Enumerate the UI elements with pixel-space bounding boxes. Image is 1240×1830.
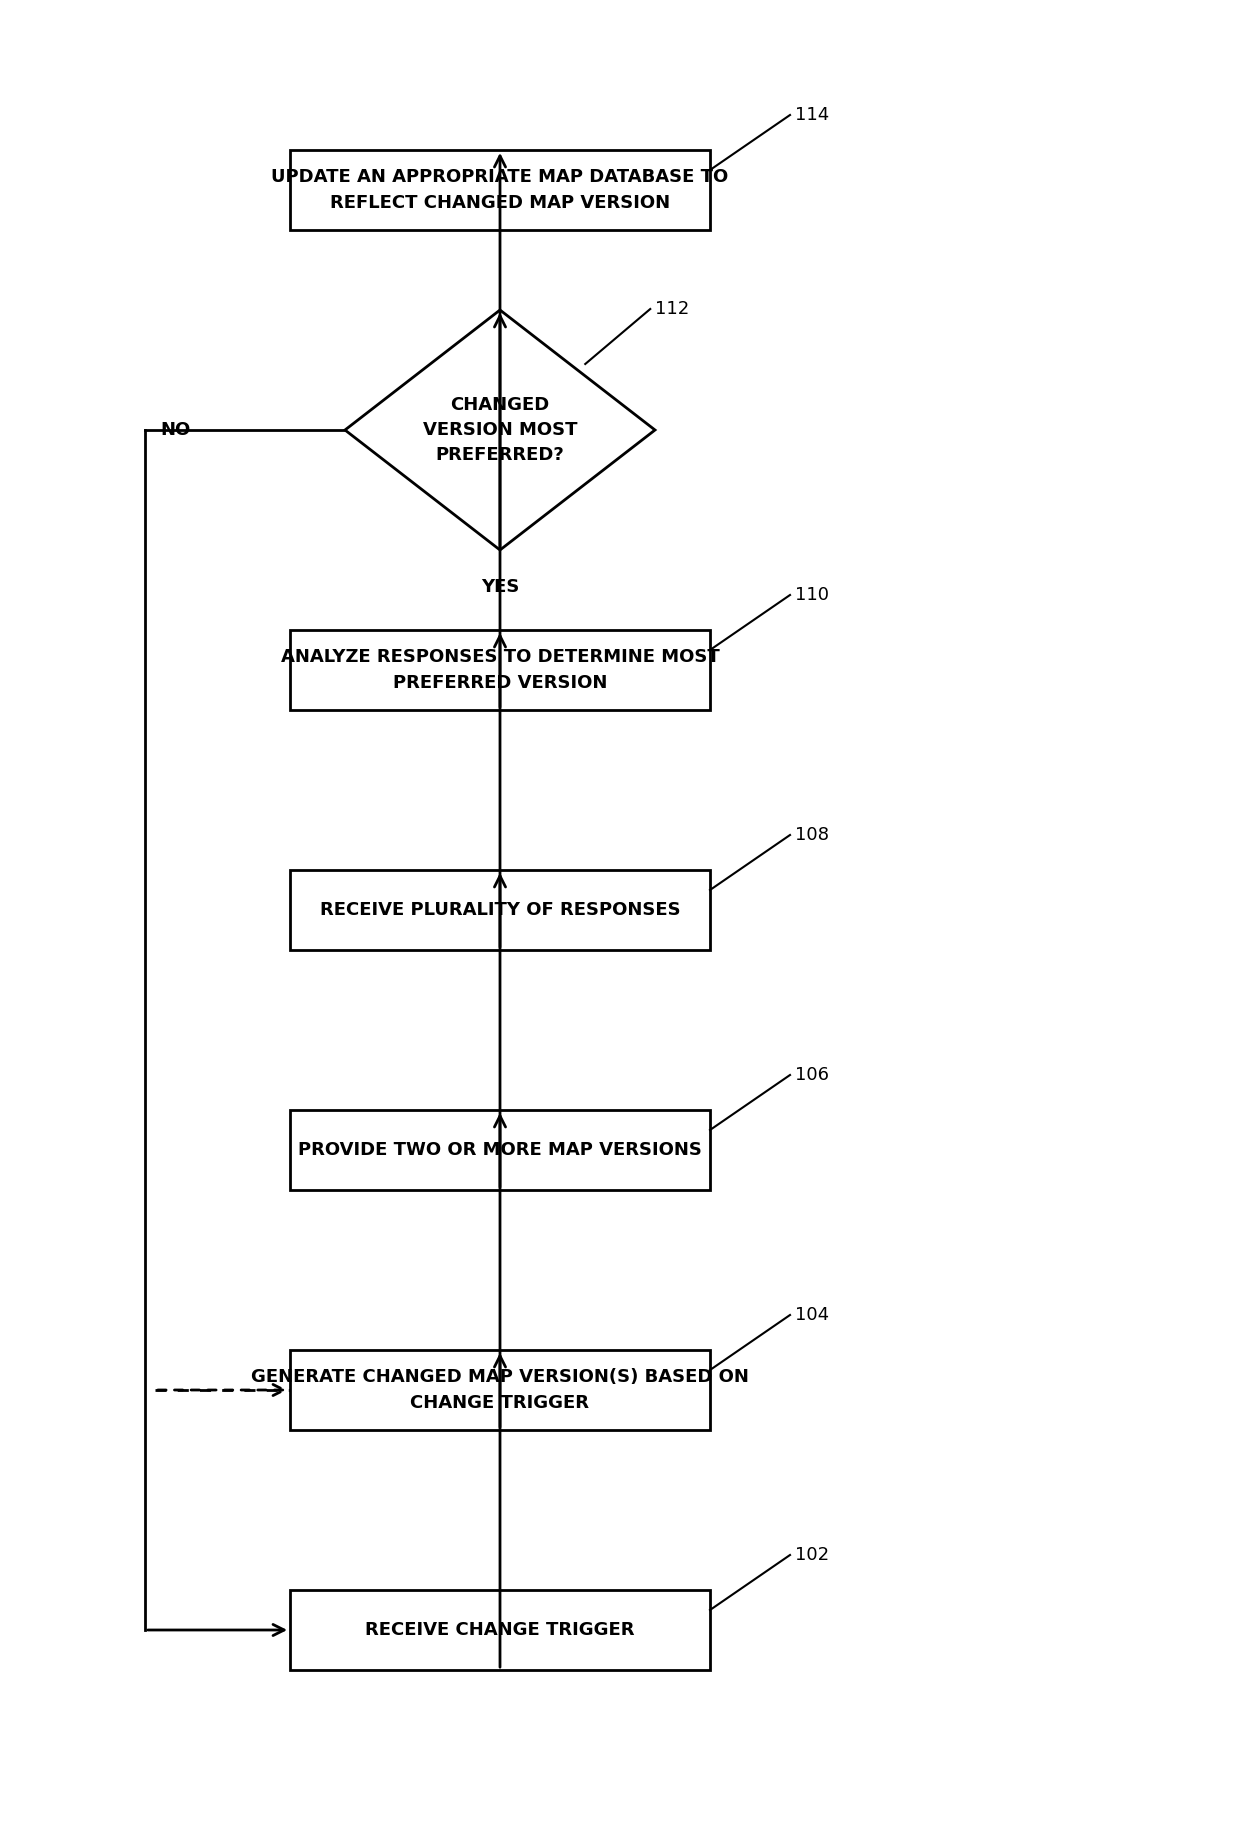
Bar — [290, 150, 711, 231]
Text: 108: 108 — [795, 825, 830, 844]
Text: 106: 106 — [795, 1067, 830, 1083]
Bar — [290, 1590, 711, 1671]
Text: 102: 102 — [795, 1546, 830, 1565]
Text: RECEIVE PLURALITY OF RESPONSES: RECEIVE PLURALITY OF RESPONSES — [320, 900, 681, 919]
Text: 110: 110 — [795, 586, 830, 604]
Bar — [290, 1351, 711, 1429]
Text: YES: YES — [481, 578, 520, 597]
Text: 104: 104 — [795, 1307, 830, 1323]
Text: ANALYZE RESPONSES TO DETERMINE MOST
PREFERRED VERSION: ANALYZE RESPONSES TO DETERMINE MOST PREF… — [280, 648, 719, 692]
Bar — [290, 1111, 711, 1190]
Bar — [290, 869, 711, 950]
Text: 112: 112 — [655, 300, 689, 318]
Text: PROVIDE TWO OR MORE MAP VERSIONS: PROVIDE TWO OR MORE MAP VERSIONS — [298, 1140, 702, 1158]
Polygon shape — [345, 309, 655, 551]
Bar — [290, 630, 711, 710]
Text: UPDATE AN APPROPRIATE MAP DATABASE TO
REFLECT CHANGED MAP VERSION: UPDATE AN APPROPRIATE MAP DATABASE TO RE… — [272, 168, 729, 212]
Text: 114: 114 — [795, 106, 830, 124]
Text: RECEIVE CHANGE TRIGGER: RECEIVE CHANGE TRIGGER — [366, 1621, 635, 1640]
Text: NO: NO — [160, 421, 190, 439]
Text: CHANGED
VERSION MOST
PREFERRED?: CHANGED VERSION MOST PREFERRED? — [423, 395, 578, 465]
Text: GENERATE CHANGED MAP VERSION(S) BASED ON
CHANGE TRIGGER: GENERATE CHANGED MAP VERSION(S) BASED ON… — [250, 1369, 749, 1411]
